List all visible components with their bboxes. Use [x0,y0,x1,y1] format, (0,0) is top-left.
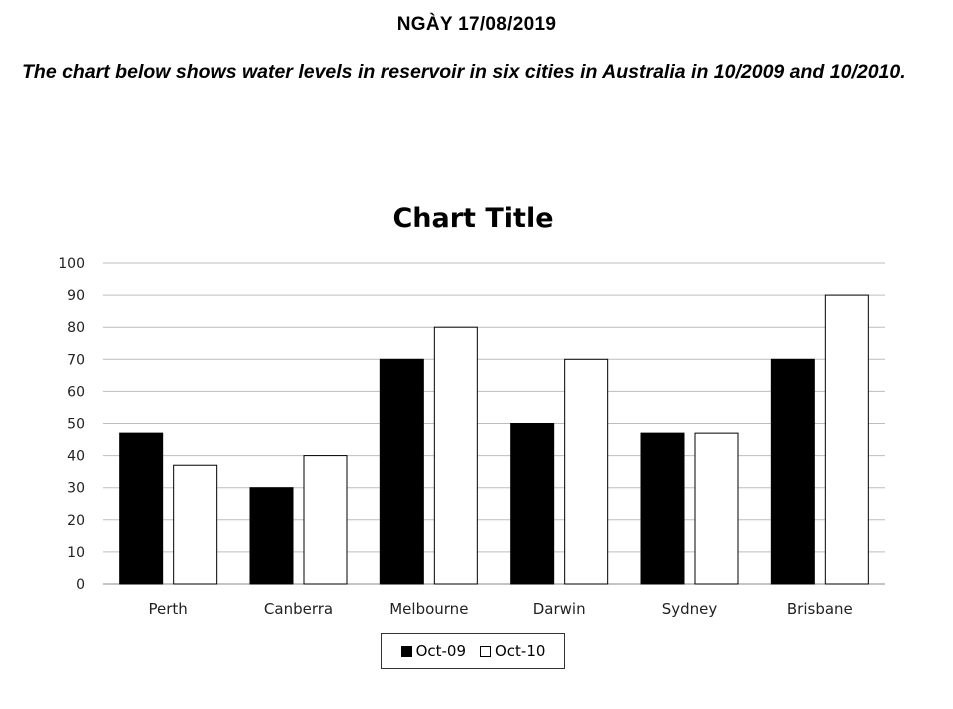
legend-label-oct09: Oct-09 [415,642,466,660]
bar-brisbane-oct-09 [770,358,815,585]
date-heading: NGÀY 17/08/2019 [396,14,557,35]
legend-item-oct10: Oct-10 [480,642,545,660]
y-tick-label: 100 [58,256,85,272]
x-category-label: Perth [149,600,188,618]
y-tick-label: 30 [67,481,85,497]
bar-darwin-oct-10 [564,358,609,585]
legend-swatch-oct10 [480,645,491,657]
y-tick-label: 80 [67,320,85,336]
x-category-label: Canberra [264,600,333,618]
bar-canberra-oct-10 [303,455,348,585]
legend: Oct-09 Oct-10 [381,633,565,669]
y-tick-label: 40 [67,449,85,465]
y-axis-ticks: 0 10 20 30 40 50 60 70 80 90 100 [58,256,85,593]
legend-item-oct09: Oct-09 [400,642,466,660]
x-category-label: Darwin [533,600,586,618]
y-tick-label: 50 [67,417,85,433]
bar-brisbane-oct-10 [824,294,869,585]
gridlines [103,262,885,585]
y-tick-label: 60 [67,384,85,400]
bar-melbourne-oct-09 [379,358,424,585]
bar-sydney-oct-10 [694,432,739,585]
x-category-label: Melbourne [389,600,468,618]
bar-perth-oct-09 [119,432,164,585]
chart-title: Chart Title [392,203,553,234]
task-prompt: The chart below shows water levels in re… [22,61,906,83]
x-axis-categories: Perth Canberra Melbourne Darwin Sydney Brisba… [149,600,853,618]
bars [119,294,869,585]
y-tick-label: 90 [67,288,85,304]
y-tick-label: 10 [67,545,85,561]
legend-label-oct10: Oct-10 [495,642,546,660]
y-tick-label: 70 [67,352,85,368]
y-tick-label: 0 [76,577,85,593]
y-tick-label: 20 [67,513,85,529]
x-category-label: Brisbane [787,600,853,618]
bar-canberra-oct-09 [249,487,294,585]
bar-melbourne-oct-10 [433,326,478,585]
x-category-label: Sydney [662,600,718,618]
bar-perth-oct-10 [173,464,218,585]
bar-sydney-oct-09 [640,432,685,585]
bar-darwin-oct-09 [510,423,555,585]
legend-swatch-oct09 [400,645,412,657]
